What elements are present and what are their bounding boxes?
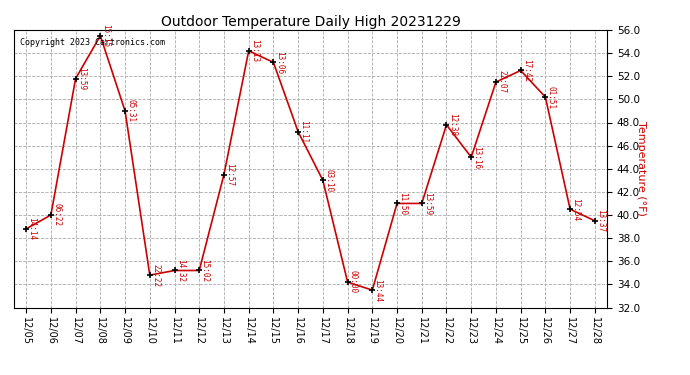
Text: 11:11: 11:11 — [299, 120, 308, 143]
Y-axis label: Temperature (°F): Temperature (°F) — [635, 122, 646, 216]
Text: 22:22: 22:22 — [151, 264, 160, 287]
Text: 13:06: 13:06 — [275, 51, 284, 74]
Text: 12:57: 12:57 — [225, 163, 234, 186]
Text: 15:15: 15:15 — [101, 24, 110, 47]
Text: 13:37: 13:37 — [596, 209, 605, 232]
Text: 13:44: 13:44 — [373, 279, 382, 302]
Text: 22:07: 22:07 — [497, 70, 506, 94]
Text: 13:59: 13:59 — [77, 67, 86, 90]
Text: 12:38: 12:38 — [448, 113, 457, 136]
Text: 13:16: 13:16 — [473, 146, 482, 169]
Text: 05:31: 05:31 — [126, 99, 135, 123]
Text: 01:51: 01:51 — [546, 86, 555, 109]
Text: 03:10: 03:10 — [324, 169, 333, 192]
Text: 14:32: 14:32 — [176, 259, 185, 282]
Text: 14:14: 14:14 — [28, 217, 37, 240]
Text: Copyright 2023 Cartronics.com: Copyright 2023 Cartronics.com — [20, 38, 165, 47]
Text: 00:00: 00:00 — [349, 270, 358, 294]
Text: 12:54: 12:54 — [571, 198, 580, 221]
Text: 17:42: 17:42 — [522, 59, 531, 82]
Text: 06:22: 06:22 — [52, 203, 61, 226]
Title: Outdoor Temperature Daily High 20231229: Outdoor Temperature Daily High 20231229 — [161, 15, 460, 29]
Text: 13:13: 13:13 — [250, 39, 259, 62]
Text: 13:59: 13:59 — [423, 192, 432, 215]
Text: 11:50: 11:50 — [398, 192, 407, 215]
Text: 15:02: 15:02 — [201, 259, 210, 282]
